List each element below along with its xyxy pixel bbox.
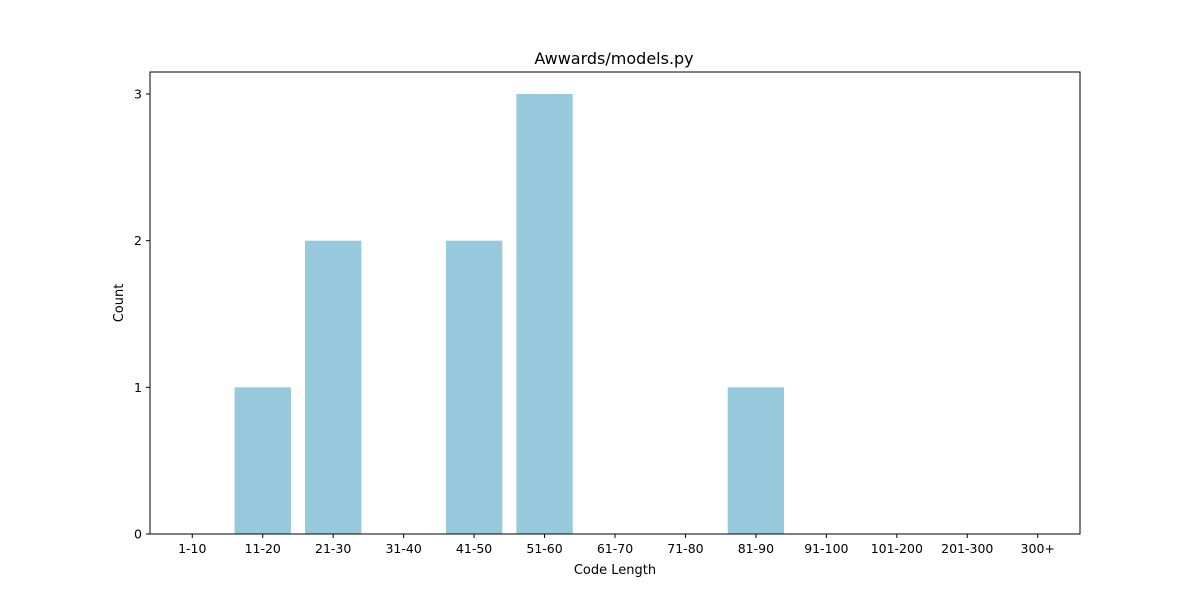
x-tick-label: 81-90 [738, 541, 774, 556]
y-axis: 0 1 2 3 [134, 87, 150, 542]
x-tick-label: 51-60 [526, 541, 562, 556]
x-tick-label: 1-10 [178, 541, 206, 556]
bar-41-50 [445, 240, 503, 534]
y-tick-label: 2 [134, 233, 142, 248]
x-tick-label: 31-40 [385, 541, 421, 556]
bars-group [234, 94, 785, 534]
x-axis-label: Code Length [574, 563, 656, 578]
y-axis-label: Count [112, 284, 127, 323]
chart-title: Awwards/models.py [534, 49, 693, 68]
x-tick-label: 300+ [1021, 541, 1055, 556]
bar-81-90 [727, 387, 785, 534]
x-tick-label: 41-50 [456, 541, 492, 556]
bar-11-20 [234, 387, 291, 534]
x-tick-label: 11-20 [245, 541, 281, 556]
x-tick-label: 71-80 [667, 541, 703, 556]
x-tick-label: 201-300 [941, 541, 993, 556]
x-axis: 1-10 11-20 21-30 31-40 41-50 51-60 61-70 71-80 8… [178, 534, 1055, 556]
y-tick-label: 0 [134, 527, 142, 542]
bar-51-60 [516, 94, 573, 534]
x-tick-label: 101-200 [871, 541, 923, 556]
y-tick-label: 3 [134, 87, 142, 102]
y-tick-label: 1 [134, 380, 142, 395]
x-tick-label: 21-30 [315, 541, 351, 556]
x-tick-label: 91-100 [804, 541, 848, 556]
bar-21-30 [305, 240, 362, 534]
x-tick-label: 61-70 [597, 541, 633, 556]
